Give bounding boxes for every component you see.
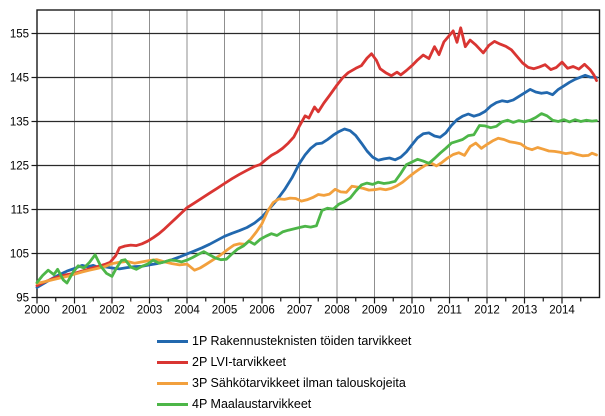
svg-text:2006: 2006 (249, 305, 275, 317)
svg-text:105: 105 (10, 249, 29, 261)
legend-item-1p: 1P Rakennusteknisten töiden tarvikkeet (157, 331, 411, 352)
series-line-4p (35, 112, 598, 285)
svg-text:2001: 2001 (62, 305, 88, 317)
svg-text:2010: 2010 (399, 305, 425, 317)
legend-swatch-2p (157, 361, 188, 364)
svg-text:2008: 2008 (324, 305, 350, 317)
legend-item-2p: 2P LVI-tarvikkeet (157, 352, 411, 373)
legend-swatch-4p (157, 403, 188, 406)
legend-label-2p: 2P LVI-tarvikkeet (192, 355, 287, 369)
svg-text:95: 95 (16, 293, 29, 305)
svg-text:2000: 2000 (24, 305, 50, 317)
svg-text:125: 125 (10, 161, 29, 173)
svg-text:2011: 2011 (437, 305, 462, 317)
svg-text:2013: 2013 (512, 305, 538, 317)
legend-item-4p: 4P Maalaustarvikkeet (157, 394, 411, 415)
legend-label-1p: 1P Rakennusteknisten töiden tarvikkeet (192, 334, 412, 348)
chart-legend: 1P Rakennusteknisten töiden tarvikkeet 2… (157, 331, 411, 415)
svg-text:2002: 2002 (99, 305, 125, 317)
svg-text:2004: 2004 (174, 305, 200, 317)
svg-text:115: 115 (11, 205, 29, 217)
svg-text:155: 155 (10, 29, 29, 41)
legend-swatch-3p (157, 382, 188, 385)
svg-text:2005: 2005 (212, 305, 238, 317)
legend-item-3p: 3P Sähkötarvikkeet ilman talouskojeita (157, 373, 411, 394)
svg-text:2012: 2012 (474, 305, 500, 317)
svg-text:2009: 2009 (362, 305, 388, 317)
svg-text:2007: 2007 (287, 305, 313, 317)
svg-text:2014: 2014 (549, 305, 575, 317)
legend-label-4p: 4P Maalaustarvikkeet (192, 397, 312, 411)
legend-swatch-1p (157, 340, 188, 343)
legend-label-3p: 3P Sähkötarvikkeet ilman talouskojeita (192, 376, 406, 390)
svg-text:2003: 2003 (137, 305, 163, 317)
series-line-2p (35, 26, 598, 288)
svg-text:135: 135 (10, 117, 29, 129)
svg-text:145: 145 (10, 73, 29, 85)
